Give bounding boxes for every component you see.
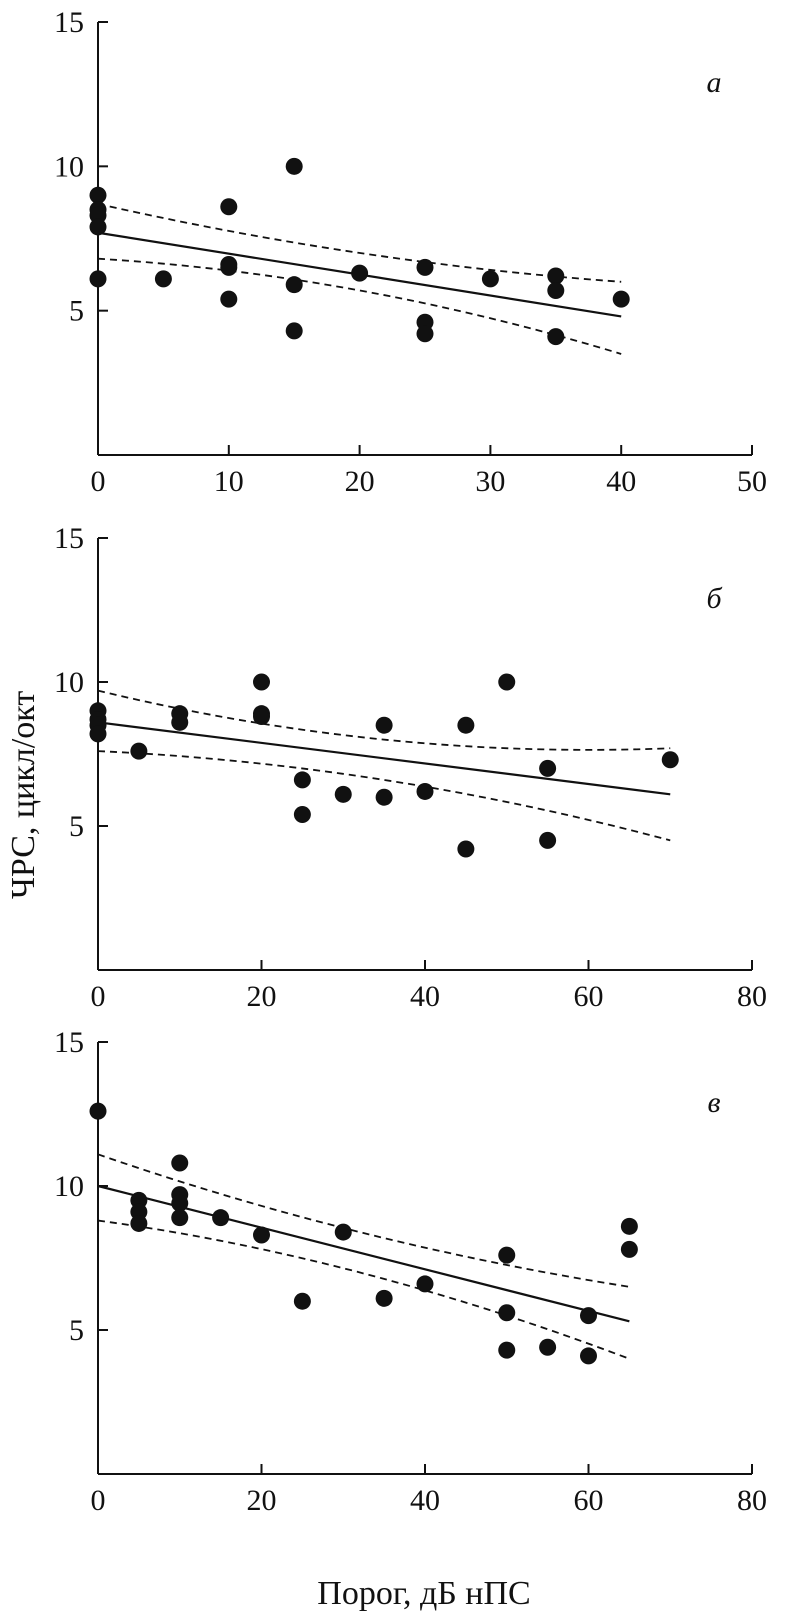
data-point <box>154 270 172 288</box>
confidence-band-lower <box>97 1219 630 1360</box>
y-tick-label: 10 <box>54 1170 84 1203</box>
x-tick-label: 0 <box>91 1484 106 1517</box>
data-point <box>220 198 238 216</box>
x-tick-label: 10 <box>214 465 244 498</box>
x-tick-label: 80 <box>737 980 767 1013</box>
data-point <box>285 157 303 175</box>
x-tick-label: 40 <box>410 980 440 1013</box>
data-point <box>416 1275 434 1293</box>
confidence-band-upper <box>97 689 671 751</box>
data-point <box>547 281 565 299</box>
data-point <box>539 831 557 849</box>
y-tick-label: 5 <box>69 1314 84 1347</box>
x-tick-label: 0 <box>91 465 106 498</box>
data-point <box>334 785 352 803</box>
data-point <box>253 708 270 726</box>
chart-panel-2: 0 20 40 60 80 5 10 15 б <box>54 522 767 1013</box>
panel-label: б <box>706 582 722 615</box>
data-point <box>620 1217 638 1235</box>
y-tick-label: 5 <box>69 295 84 328</box>
data-point <box>293 1292 311 1310</box>
data-point <box>293 805 311 823</box>
data-point <box>416 325 434 343</box>
regression-line <box>97 721 671 796</box>
x-tick-label: 80 <box>737 1484 767 1517</box>
x-tick-label: 20 <box>247 1484 277 1517</box>
data-point <box>539 759 557 777</box>
data-point <box>285 322 303 340</box>
regression-line <box>97 1184 630 1323</box>
x-tick-label: 40 <box>606 465 636 498</box>
x-tick-label: 40 <box>410 1484 440 1517</box>
data-point <box>547 328 565 346</box>
data-point <box>375 716 393 734</box>
data-point <box>375 1289 393 1307</box>
x-axis-title: Порог, дБ нПС <box>317 1575 530 1612</box>
x-tick-label: 20 <box>345 465 375 498</box>
data-point <box>498 1341 516 1359</box>
x-tick-label: 50 <box>737 465 767 498</box>
y-tick-label: 10 <box>54 150 84 183</box>
data-point <box>220 290 238 308</box>
data-point <box>171 713 189 731</box>
y-tick-label: 15 <box>54 522 84 555</box>
data-point <box>89 186 107 204</box>
data-point <box>220 258 238 276</box>
data-point <box>253 1226 270 1244</box>
data-point <box>212 1209 230 1227</box>
chart-panels: 0 10 20 30 40 50 5 10 15 а 0 20 40 60 80 5 10 15 б 0 20 40 60 8… <box>54 6 767 1517</box>
data-point <box>457 840 475 858</box>
panel-label: в <box>707 1086 720 1119</box>
data-point <box>89 1102 107 1120</box>
data-point <box>481 270 499 288</box>
data-point <box>171 1154 189 1172</box>
y-tick-label: 15 <box>54 6 84 39</box>
data-point <box>375 788 393 806</box>
data-point <box>334 1223 352 1241</box>
data-point <box>130 742 148 760</box>
data-point <box>171 1194 189 1212</box>
data-point <box>89 725 107 743</box>
x-tick-label: 60 <box>574 1484 604 1517</box>
x-tick-label: 0 <box>91 980 106 1013</box>
data-point <box>130 1214 148 1232</box>
data-point <box>498 1246 516 1264</box>
data-point <box>89 218 107 236</box>
data-point <box>547 267 565 285</box>
x-tick-label: 60 <box>574 980 604 1013</box>
panel-label: а <box>707 66 722 99</box>
data-point <box>620 1240 638 1258</box>
data-point <box>351 264 369 282</box>
confidence-band-upper <box>97 1153 630 1288</box>
data-point <box>661 751 679 769</box>
data-point <box>498 673 516 691</box>
confidence-band-lower <box>97 750 671 842</box>
data-point <box>253 673 270 691</box>
data-point <box>498 1304 516 1322</box>
chart-panel-3: 0 20 40 60 80 5 10 15 в <box>54 1026 767 1517</box>
data-point <box>539 1338 557 1356</box>
data-point <box>612 290 630 308</box>
y-tick-label: 5 <box>69 810 84 843</box>
x-tick-label: 30 <box>475 465 505 498</box>
data-point <box>89 270 107 288</box>
data-point <box>580 1347 597 1365</box>
data-point <box>285 276 303 294</box>
y-tick-label: 10 <box>54 666 84 699</box>
data-point <box>171 1209 189 1227</box>
data-point <box>457 716 475 734</box>
y-tick-label: 15 <box>54 1026 84 1059</box>
chart-panel-1: 0 10 20 30 40 50 5 10 15 а <box>54 6 767 498</box>
data-point <box>580 1307 597 1325</box>
y-axis-title: ЧРС, цикл/окт <box>5 691 42 899</box>
data-point <box>416 258 434 276</box>
data-point <box>293 771 311 789</box>
x-tick-label: 20 <box>247 980 277 1013</box>
data-point <box>416 782 434 800</box>
